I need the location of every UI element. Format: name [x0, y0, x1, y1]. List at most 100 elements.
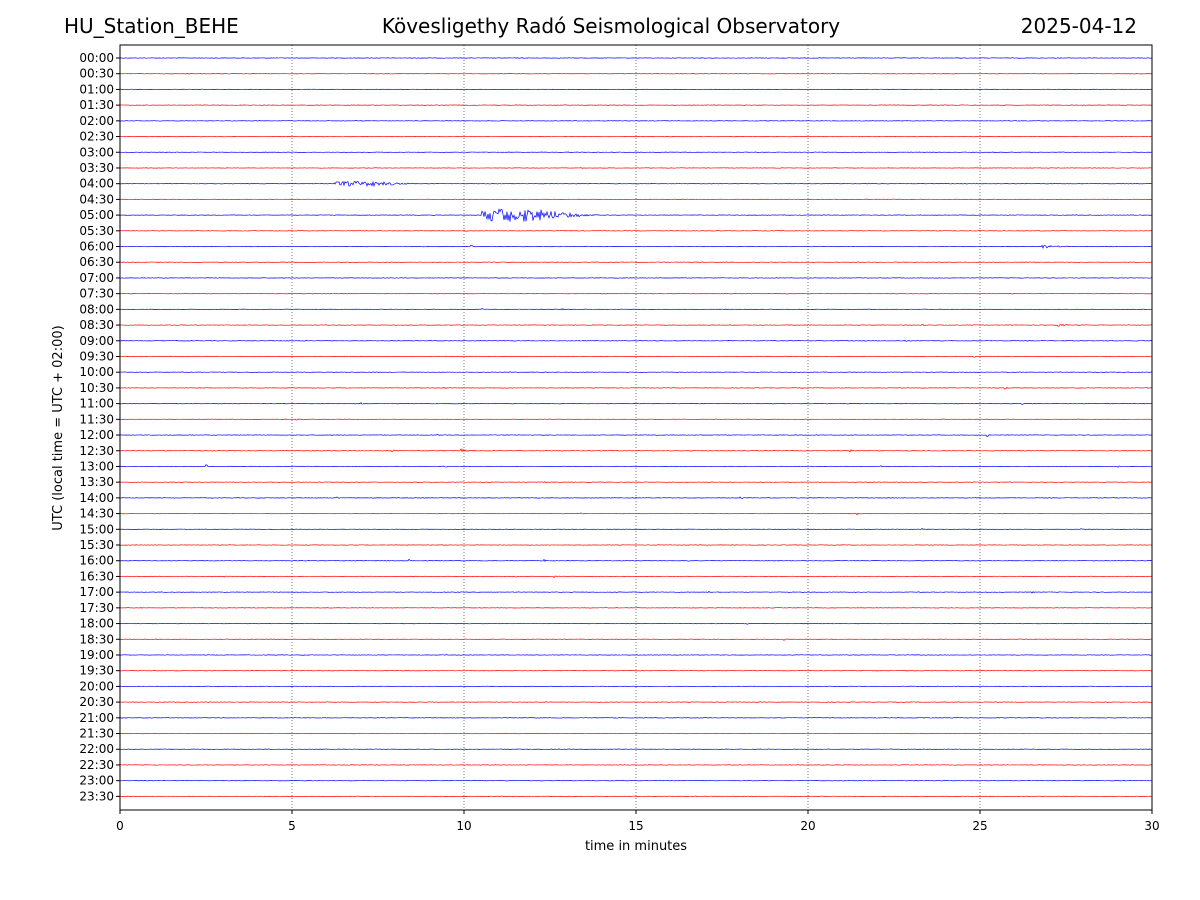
- trace-row-0630: [119, 261, 1153, 263]
- trace-row-0430: [119, 198, 1153, 201]
- trace-row-2300: [119, 780, 1153, 782]
- trace-row-0100: [119, 88, 1153, 91]
- y-tick-label: 03:00: [79, 145, 114, 159]
- trace-row-1530: [119, 544, 1153, 546]
- chart-title: Kövesligethy Radó Seismological Observat…: [381, 14, 841, 38]
- trace-row-1430: [119, 512, 1153, 516]
- y-tick-label: 06:00: [79, 240, 114, 254]
- trace-row-1930: [119, 670, 1153, 672]
- y-tick-label: 08:00: [79, 302, 114, 316]
- trace-row-0800: [119, 308, 1152, 311]
- y-tick-label: 18:00: [79, 617, 114, 631]
- trace-row-0900: [119, 339, 1153, 342]
- y-tick-label: 07:30: [79, 287, 114, 301]
- trace-row-1300: [119, 464, 1153, 468]
- y-tick-label: 20:00: [79, 679, 114, 693]
- y-tick-label: 18:30: [79, 632, 114, 646]
- y-axis-label: UTC (local time = UTC + 02:00): [51, 325, 66, 530]
- x-tick-label: 5: [288, 819, 296, 833]
- trace-row-1000: [119, 371, 1153, 374]
- trace-row-0830: [119, 323, 1153, 327]
- trace-row-1400: [119, 496, 1153, 500]
- x-axis-label: time in minutes: [585, 839, 687, 854]
- trace-row-0130: [119, 104, 1153, 106]
- trace-row-0000: [119, 57, 1153, 59]
- station-name: HU_Station_BEHE: [64, 14, 239, 38]
- y-tick-label: 22:00: [79, 742, 114, 756]
- y-tick-label: 07:00: [79, 271, 114, 285]
- trace-row-2100: [119, 717, 1153, 719]
- trace-row-0030: [119, 73, 1153, 75]
- y-tick-label: 05:30: [79, 224, 114, 238]
- trace-row-2030: [119, 701, 1153, 703]
- y-tick-label: 01:30: [79, 98, 114, 112]
- trace-row-1130: [120, 418, 1153, 421]
- y-tick-label: 12:00: [79, 428, 114, 442]
- chart-date: 2025-04-12: [1020, 14, 1137, 38]
- y-tick-label: 23:30: [79, 789, 114, 803]
- y-tick-label: 04:30: [79, 192, 114, 206]
- y-tick-label: 11:00: [79, 397, 114, 411]
- y-tick-label: 17:30: [79, 601, 114, 615]
- y-tick-label: 19:00: [79, 648, 114, 662]
- trace-row-2130: [119, 732, 1153, 735]
- y-tick-label: 11:30: [79, 412, 114, 426]
- y-tick-label: 01:00: [79, 82, 114, 96]
- y-tick-label: 04:00: [79, 177, 114, 191]
- y-tick-label: 20:30: [79, 695, 114, 709]
- x-tick-label: 10: [456, 819, 471, 833]
- trace-row-1730: [119, 606, 1153, 609]
- x-tick-label: 25: [972, 819, 987, 833]
- y-tick-label: 02:30: [79, 130, 114, 144]
- trace-row-1100: [119, 401, 1153, 405]
- y-tick-label: 09:00: [79, 334, 114, 348]
- trace-row-1830: [119, 638, 1153, 641]
- trace-row-1900: [119, 654, 1153, 656]
- trace-row-0700: [119, 277, 1153, 279]
- trace-row-0200: [119, 120, 1153, 122]
- y-tick-label: 12:30: [79, 444, 114, 458]
- y-tick-label: 14:00: [79, 491, 114, 505]
- y-tick-label: 21:30: [79, 727, 114, 741]
- trace-row-0730: [119, 293, 1153, 295]
- seismic-traces: [119, 57, 1153, 798]
- trace-row-1800: [119, 622, 1153, 625]
- y-tick-label: 16:00: [79, 554, 114, 568]
- y-tick-label: 14:30: [79, 507, 114, 521]
- y-tick-label: 02:00: [79, 114, 114, 128]
- y-tick-label: 06:30: [79, 255, 114, 269]
- trace-row-1200: [119, 434, 1153, 438]
- y-tick-label: 17:00: [79, 585, 114, 599]
- trace-row-2230: [119, 764, 1153, 766]
- trace-row-1630: [119, 575, 1153, 579]
- trace-row-1700: [119, 590, 1153, 594]
- trace-row-0330: [119, 167, 1153, 169]
- y-tick-label: 00:00: [79, 51, 114, 65]
- trace-row-1030: [119, 386, 1153, 390]
- trace-row-0300: [119, 151, 1153, 153]
- y-tick-label: 13:30: [79, 475, 114, 489]
- trace-row-0500: [119, 208, 1153, 222]
- y-tick-label: 08:30: [79, 318, 114, 332]
- y-tick-label: 05:00: [79, 208, 114, 222]
- x-axis-ticks: 0 5 10 15 20 25 30: [116, 810, 1160, 833]
- x-tick-label: 30: [1144, 819, 1159, 833]
- trace-row-1500: [119, 527, 1153, 530]
- y-tick-label: 16:30: [79, 569, 114, 583]
- trace-row-1600: [119, 558, 1153, 562]
- y-tick-label: 00:30: [79, 67, 114, 81]
- trace-row-0230: [119, 135, 1153, 138]
- trace-row-2000: [119, 685, 1153, 688]
- y-tick-label: 10:00: [79, 365, 114, 379]
- trace-row-1330: [119, 481, 1153, 484]
- y-tick-label: 09:30: [79, 349, 114, 363]
- trace-row-0400: [119, 180, 1153, 188]
- x-tick-label: 15: [628, 819, 643, 833]
- y-tick-label: 15:30: [79, 538, 114, 552]
- y-tick-label: 13:00: [79, 459, 114, 473]
- y-tick-label: 10:30: [79, 381, 114, 395]
- grid-lines: [291, 45, 981, 810]
- trace-row-0930: [119, 355, 1153, 358]
